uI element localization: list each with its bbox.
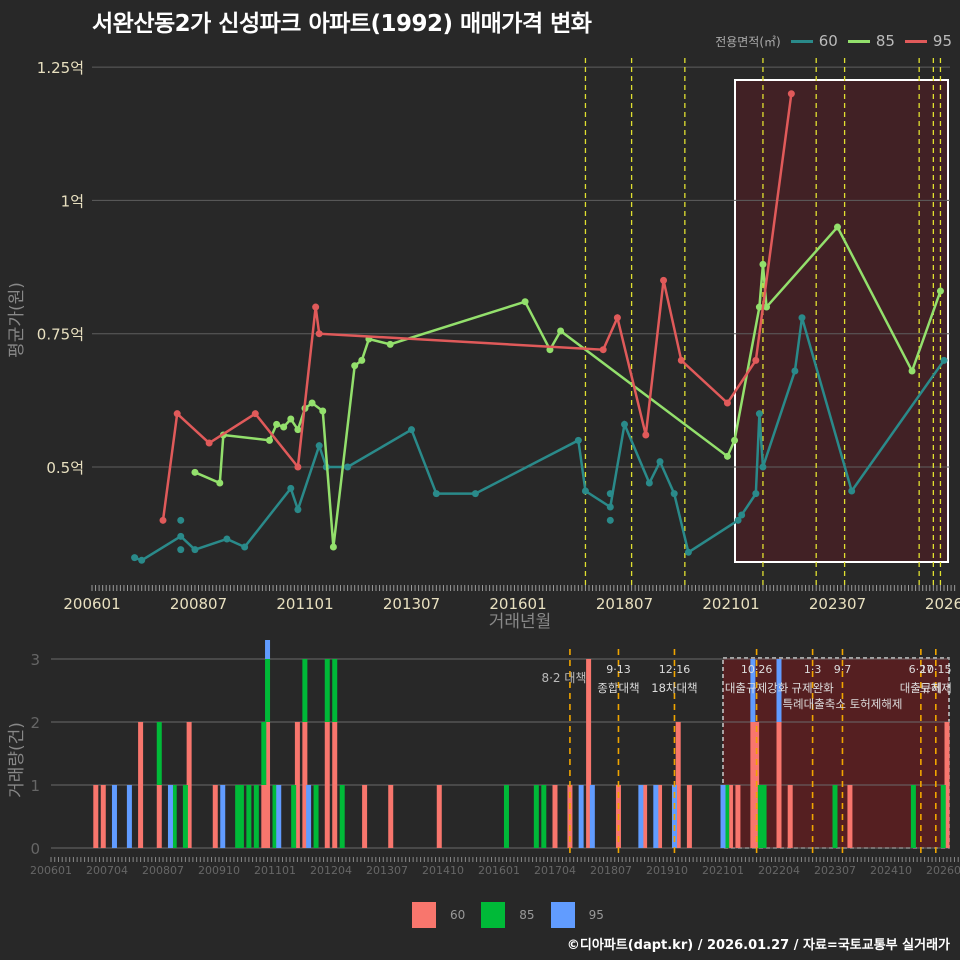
legend-item-85: 85 <box>847 32 895 50</box>
series-line-95 <box>161 93 793 521</box>
svg-text:202601: 202601 <box>926 864 960 877</box>
svg-text:규제완화: 규제완화 <box>791 681 834 695</box>
svg-text:8·2 대책: 8·2 대책 <box>541 670 586 685</box>
svg-text:거래량(건): 거래량(건) <box>7 722 27 798</box>
legend-item-60: 60 <box>412 902 465 928</box>
svg-text:0: 0 <box>30 840 40 858</box>
svg-text:9·13: 9·13 <box>606 663 631 676</box>
svg-text:평균가(원): 평균가(원) <box>7 282 27 358</box>
svg-text:9·7: 9·7 <box>834 663 852 676</box>
svg-text:특례대출축소 토허제해제: 특례대출축소 토허제해제 <box>782 697 902 711</box>
svg-text:202307: 202307 <box>814 864 856 877</box>
svg-text:200601: 200601 <box>63 595 120 613</box>
svg-text:201704: 201704 <box>534 864 576 877</box>
svg-text:18차대책: 18차대책 <box>651 681 697 695</box>
svg-text:토허제: 토허제 <box>920 681 952 695</box>
svg-text:201307: 201307 <box>366 864 408 877</box>
svg-text:거래년월: 거래년월 <box>489 612 552 632</box>
svg-text:201204: 201204 <box>310 864 352 877</box>
svg-text:201807: 201807 <box>596 595 653 613</box>
svg-text:200807: 200807 <box>142 864 184 877</box>
chart-title: 서완산동2가 신성파크 아파트(1992) 매매가격 변화 <box>92 11 592 37</box>
svg-text:10·15: 10·15 <box>920 663 952 676</box>
svg-text:2: 2 <box>30 714 40 732</box>
legend-swatch-icon <box>904 39 927 43</box>
svg-text:201807: 201807 <box>590 864 632 877</box>
svg-text:202101: 202101 <box>702 864 744 877</box>
legend-item-85: 85 <box>481 902 535 928</box>
legend-swatch-icon <box>847 39 870 43</box>
svg-text:202307: 202307 <box>809 595 866 613</box>
legend-item-60: 60 <box>790 32 838 50</box>
legend-swatch-icon <box>412 902 436 928</box>
svg-text:3: 3 <box>30 651 40 669</box>
svg-text:1.25억: 1.25억 <box>37 59 84 77</box>
svg-text:201307: 201307 <box>383 595 440 613</box>
svg-text:1: 1 <box>30 777 40 795</box>
legend-bottom: 60 85 95 <box>412 902 620 928</box>
svg-text:대출규제강화: 대출규제강화 <box>725 681 789 695</box>
svg-text:6·27: 6·27 <box>909 663 934 676</box>
svg-text:대출규제: 대출규제 <box>900 681 942 695</box>
svg-text:201101: 201101 <box>276 595 333 613</box>
legend-top: 전용면적(㎡) 60 85 95 <box>715 32 952 50</box>
legend-swatch-icon <box>550 902 575 928</box>
svg-text:201601: 201601 <box>489 595 546 613</box>
svg-text:0.75억: 0.75억 <box>37 326 84 344</box>
legend-item-95: 95 <box>550 902 604 928</box>
price-line-chart: 1.25억 1억 0.75억 0.5억 200601 200807 201101 201307… <box>7 58 960 632</box>
svg-text:202101: 202101 <box>702 595 759 613</box>
svg-text:1·3: 1·3 <box>804 663 822 676</box>
svg-text:200910: 200910 <box>198 864 240 877</box>
svg-text:1억: 1억 <box>61 192 84 210</box>
legend-title: 전용면적(㎡) <box>715 34 781 49</box>
svg-text:202410: 202410 <box>870 864 912 877</box>
highlight-box <box>734 79 949 563</box>
svg-text:2026: 2026 <box>925 595 960 613</box>
svg-text:201101: 201101 <box>254 864 296 877</box>
svg-text:10·26: 10·26 <box>741 663 773 676</box>
svg-text:201410: 201410 <box>422 864 464 877</box>
svg-text:201910: 201910 <box>646 864 688 877</box>
svg-text:200807: 200807 <box>170 595 227 613</box>
svg-text:202204: 202204 <box>758 864 800 877</box>
volume-bar-chart: 0 1 2 3 8·2 대책 9·13 종합대책 12·16 18차대책 10·26 대출규제강화 1… <box>7 640 960 877</box>
legend-swatch-icon <box>481 902 506 928</box>
svg-text:종합대책: 종합대책 <box>597 681 639 695</box>
svg-text:12·16: 12·16 <box>659 663 691 676</box>
svg-text:0.5억: 0.5억 <box>46 459 84 477</box>
legend-swatch-icon <box>790 39 813 43</box>
credit-text: ©디아파트(dapt.kr) / 2026.01.27 / 자료=국토교통부 실… <box>566 938 950 953</box>
svg-text:200704: 200704 <box>86 864 128 877</box>
svg-text:201601: 201601 <box>478 864 520 877</box>
legend-item-95: 95 <box>904 32 952 50</box>
svg-text:200601: 200601 <box>30 864 72 877</box>
